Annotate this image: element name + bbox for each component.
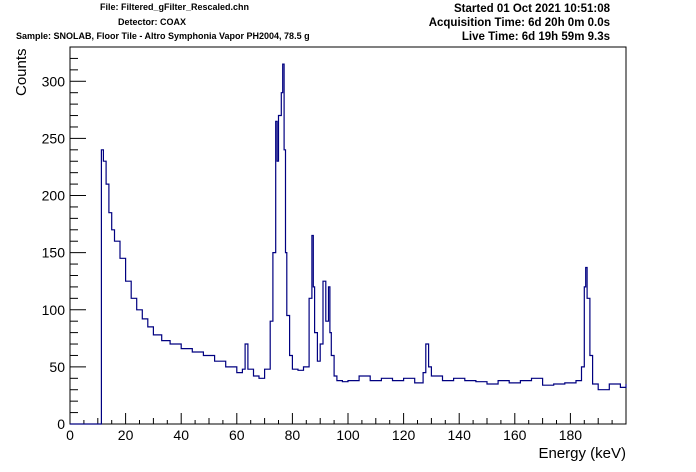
spectrum-series-line bbox=[70, 63, 627, 425]
acquisition-time-label: Acquisition Time: 6d 20h 0m 0.0s bbox=[428, 17, 610, 29]
x-tick-label: 180 bbox=[559, 427, 583, 443]
y-tick-label: 200 bbox=[42, 188, 66, 204]
started-label: Started 01 Oct 2021 10:51:08 bbox=[454, 3, 610, 15]
x-tick-label: 160 bbox=[503, 427, 527, 443]
y-tick-label: 100 bbox=[42, 302, 66, 318]
plot-frame bbox=[69, 46, 627, 425]
file-label: File: Filtered_gFilter_Rescaled.chn bbox=[100, 2, 250, 12]
x-tick-label: 80 bbox=[285, 427, 301, 443]
x-tick-label: 40 bbox=[173, 427, 189, 443]
y-tick-label: 0 bbox=[57, 416, 65, 432]
x-axis-title: Energy (keV) bbox=[538, 445, 626, 462]
sample-label: Sample: SNOLAB, Floor Tile - Altro Symph… bbox=[16, 31, 310, 41]
y-tick-label: 300 bbox=[42, 73, 66, 89]
detector-label: Detector: COAX bbox=[118, 17, 187, 27]
x-tick-label: 140 bbox=[448, 427, 472, 443]
x-tick-label: 100 bbox=[336, 427, 360, 443]
x-tick-label: 120 bbox=[392, 427, 416, 443]
axis-ticks bbox=[69, 46, 613, 425]
x-tick-label: 60 bbox=[229, 427, 245, 443]
x-tick-label: 20 bbox=[118, 427, 134, 443]
live-time-label: Live Time: 6d 19h 59m 9.3s bbox=[461, 31, 610, 43]
y-tick-label: 150 bbox=[42, 245, 66, 261]
y-tick-label: 250 bbox=[42, 130, 66, 146]
x-tick-label: 0 bbox=[66, 427, 74, 443]
y-axis-title: Counts bbox=[13, 48, 30, 96]
tick-labels: 0 20 40 60 80 100 120 140 160 180 0 50 100 150 200 250 3… bbox=[42, 73, 583, 443]
y-tick-label: 50 bbox=[49, 359, 65, 375]
